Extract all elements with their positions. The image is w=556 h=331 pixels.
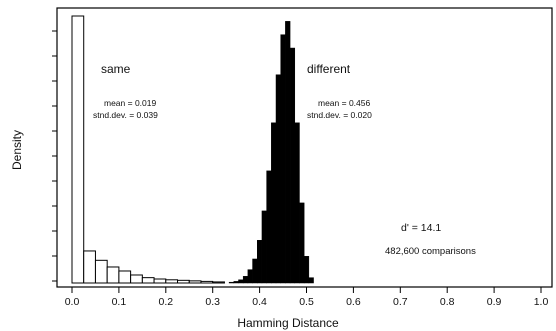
histogram-bar-different <box>289 47 296 284</box>
x-tick-label: 0.1 <box>112 296 127 308</box>
histogram-bar-same <box>118 270 132 284</box>
histogram-bar-different <box>294 122 300 284</box>
histogram-bar-same <box>165 279 179 284</box>
histogram-bar-different <box>247 269 253 284</box>
histogram-bar-different <box>303 256 310 284</box>
x-axis-ticks: 0.0 0.1 0.2 0.3 0.4 0.5 0.6 0.7 0.8 0.9 1.0 <box>65 287 549 308</box>
histogram-bar-different <box>308 277 314 284</box>
histogram-bar-different <box>266 170 272 284</box>
different-label: different <box>307 62 351 76</box>
histogram-bar-different <box>271 122 277 284</box>
histogram-bar-different <box>280 34 286 284</box>
histogram-bar-same <box>188 280 202 284</box>
histogram-bar-different <box>261 210 267 284</box>
plot-frame <box>56 7 553 288</box>
x-tick-label: 0.4 <box>252 296 267 308</box>
x-axis-label: Hamming Distance <box>237 316 339 330</box>
x-tick-label: 0.0 <box>65 296 80 308</box>
x-tick-label: 0.7 <box>393 296 408 308</box>
histogram-bar-different <box>299 202 305 284</box>
histogram-bar-same <box>212 281 225 284</box>
y-axis-ticks <box>52 30 57 282</box>
x-tick-label: 0.9 <box>487 296 502 308</box>
histogram-bar-different <box>285 21 291 284</box>
y-axis-label: Density <box>10 130 24 170</box>
histogram-bar-same <box>153 278 167 284</box>
histogram-bar-same <box>106 266 120 284</box>
histogram-bar-same <box>83 250 96 284</box>
histogram-bar-different <box>257 240 263 284</box>
comparisons-label: 482,600 comparisons <box>385 246 476 257</box>
histogram-bar-different <box>228 281 235 284</box>
histogram-bar-different <box>242 276 249 284</box>
same-stnd-dev: stnd.dev. = 0.039 <box>93 110 158 120</box>
histogram-bar-different <box>252 258 258 284</box>
histogram-bar-different <box>238 279 244 284</box>
histogram-bar-same <box>200 280 214 284</box>
x-tick-label: 0.3 <box>205 296 220 308</box>
histogram-bar-same <box>141 277 155 284</box>
histogram-bars <box>71 15 314 284</box>
x-tick-label: 0.8 <box>440 296 455 308</box>
histogram-bar-different <box>233 281 239 284</box>
x-tick-label: 0.6 <box>346 296 361 308</box>
different-mean: mean = 0.456 <box>318 98 370 108</box>
x-tick-label: 0.5 <box>299 296 314 308</box>
dprime-label: d' = 14.1 <box>401 222 441 234</box>
x-tick-label: 1.0 <box>534 296 549 308</box>
x-tick-label: 0.2 <box>158 296 173 308</box>
histogram-bar-same <box>94 259 108 284</box>
histogram-bar-same <box>71 15 85 284</box>
same-label: same <box>101 62 131 76</box>
histogram-bar-different <box>275 74 281 284</box>
histogram-bar-same <box>177 279 190 284</box>
same-mean: mean = 0.019 <box>104 98 156 108</box>
histogram-bar-same <box>130 274 143 284</box>
different-stnd-dev: stnd.dev. = 0.020 <box>307 110 372 120</box>
